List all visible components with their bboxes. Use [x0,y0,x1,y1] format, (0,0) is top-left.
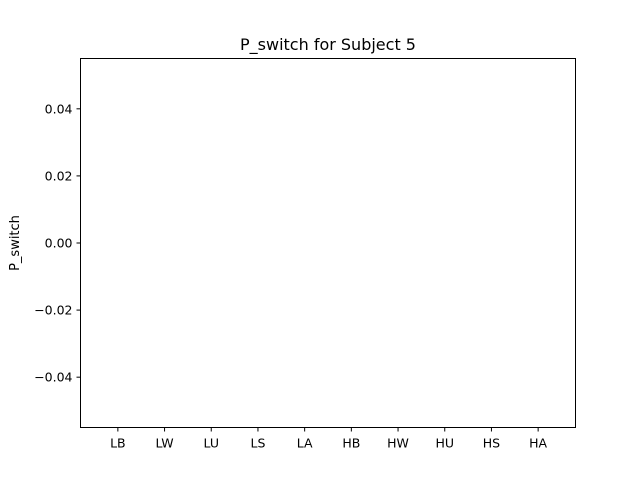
x-tick-label: LU [204,436,220,451]
x-tick-label: LS [250,436,265,451]
y-axis-ticks: −0.04 −0.02 0.00 0.02 0.04 [34,101,81,385]
x-axis-ticks: LB LW LU LS LA HB HW HU HS HA [110,427,548,451]
x-tick-label: HW [387,436,409,451]
x-tick-label: HU [435,436,454,451]
plot-area-frame [80,58,576,428]
x-tick-label: HA [529,436,547,451]
x-tick-label: HB [342,436,360,451]
x-tick-label: LW [155,436,173,451]
y-tick-label: −0.04 [34,370,72,385]
y-axis-label: P_switch [8,215,23,271]
y-tick-label: −0.02 [34,303,72,318]
y-tick-label: 0.02 [45,168,73,183]
y-tick-label: 0.00 [45,236,73,251]
y-tick-label: 0.04 [45,101,73,116]
chart-title: P_switch for Subject 5 [240,35,416,55]
x-tick-label: HS [483,436,500,451]
x-tick-label: LB [110,436,126,451]
x-tick-label: LA [297,436,313,451]
